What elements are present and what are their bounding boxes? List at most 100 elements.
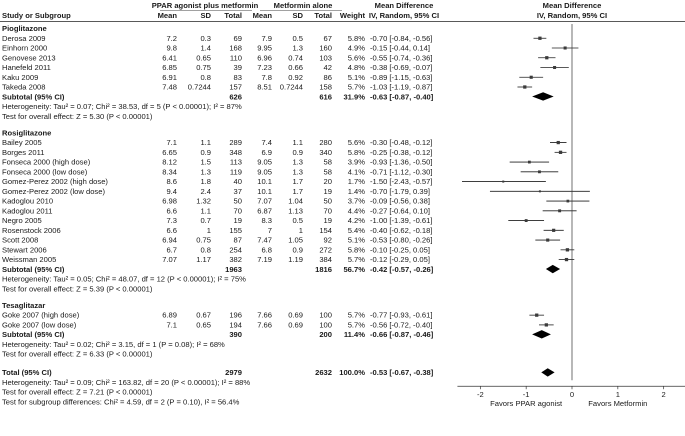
study-sd2: 0.5 xyxy=(292,34,303,43)
heterogeneity-text: Heterogeneity: Tau² = 0.05; Chi² = 48.07… xyxy=(2,275,246,284)
study-sd1: 0.3 xyxy=(200,34,211,43)
subtotal-diamond xyxy=(532,92,554,101)
study-md-ci: -1.00 [-1.39, -0.61] xyxy=(370,216,432,225)
study-weight: 5.8% xyxy=(348,245,366,254)
study-mean2: 7.9 xyxy=(261,34,272,43)
x-tick-label: 2 xyxy=(662,390,666,399)
study-sd2: 0.5 xyxy=(292,216,303,225)
study-md-ci: -0.40 [-0.62, -0.18] xyxy=(370,226,432,235)
study-total1: 289 xyxy=(229,138,242,147)
study-name: Gomez-Perez 2002 (high dose) xyxy=(2,177,108,186)
point-estimate-square xyxy=(538,170,541,174)
study-mean2: 7.66 xyxy=(257,311,272,320)
x-tick-label: 1 xyxy=(616,390,620,399)
study-mean2: 8.51 xyxy=(257,83,272,92)
point-estimate-square xyxy=(552,228,556,232)
study-sd1: 1.32 xyxy=(196,197,211,206)
total-diamond xyxy=(541,368,555,377)
study-md-ci: -0.53 [-0.80, -0.26] xyxy=(370,236,432,245)
study-md-ci: -0.70 [-0.84, -0.56] xyxy=(370,34,432,43)
study-weight: 4.1% xyxy=(348,167,366,176)
study-mean1: 8.12 xyxy=(162,158,177,167)
study-total1: 168 xyxy=(229,44,242,53)
study-total1: 157 xyxy=(229,83,242,92)
subtotal-label: Subtotal (95% CI) xyxy=(2,92,65,101)
study-weight: 1.7% xyxy=(348,177,366,186)
total-label: Total (95% CI) xyxy=(2,368,52,377)
study-sd1: 0.75 xyxy=(196,63,211,72)
study-sd2: 0.7244 xyxy=(280,83,303,92)
study-total2: 100 xyxy=(319,311,332,320)
study-mean2: 9.95 xyxy=(257,44,272,53)
study-sd1: 1.5 xyxy=(200,158,211,167)
study-mean2: 7.8 xyxy=(261,73,272,82)
study-total2: 280 xyxy=(319,138,332,147)
x-tick-label: 0 xyxy=(570,390,574,399)
subtotal-diamond xyxy=(545,264,561,274)
study-total1: 254 xyxy=(229,245,242,254)
study-total1: 83 xyxy=(234,73,242,82)
study-total2: 86 xyxy=(324,73,332,82)
point-estimate-square xyxy=(523,85,527,89)
study-mean1: 9.4 xyxy=(166,187,177,196)
study-sd1: 0.75 xyxy=(196,236,211,245)
study-total1: 194 xyxy=(229,320,242,329)
heterogeneity-text: Heterogeneity: Tau² = 0.07; Chi² = 38.53… xyxy=(2,102,242,111)
study-weight: 5.6% xyxy=(348,53,366,62)
study-mean2: 6.87 xyxy=(257,206,272,215)
x-tick-label: -2 xyxy=(477,390,484,399)
study-mean1: 9.8 xyxy=(166,44,177,53)
study-mean1: 6.6 xyxy=(166,206,177,215)
study-mean1: 6.6 xyxy=(166,226,177,235)
study-total1: 119 xyxy=(230,167,242,176)
study-total2: 384 xyxy=(319,255,332,264)
study-name: Kadoglou 2010 xyxy=(2,197,53,206)
subtotal-total1: 1963 xyxy=(225,265,242,274)
study-mean1: 7.07 xyxy=(162,255,177,264)
study-mean1: 7.2 xyxy=(166,34,177,43)
overall-effect-text: Test for overall effect: Z = 5.39 (P < 0… xyxy=(2,284,153,293)
study-mean1: 7.1 xyxy=(166,138,177,147)
study-total2: 20 xyxy=(324,177,332,186)
point-estimate-square xyxy=(553,65,557,70)
study-sd2: 0.69 xyxy=(288,311,303,320)
study-md-ci: -0.55 [-0.74, -0.36] xyxy=(370,53,432,62)
study-md-ci: -0.93 [-1.36, -0.50] xyxy=(370,158,432,167)
study-weight: 5.7% xyxy=(348,255,366,264)
study-sd2: 0.74 xyxy=(288,53,303,62)
study-mean1: 6.7 xyxy=(166,245,177,254)
study-sd2: 1.3 xyxy=(292,158,303,167)
subgroup-title: Pioglitazone xyxy=(2,24,47,33)
study-total2: 50 xyxy=(324,197,332,206)
study-total1: 50 xyxy=(234,197,242,206)
study-mean1: 8.6 xyxy=(166,177,177,186)
total2-column-header: Total xyxy=(314,11,332,20)
study-sd1: 0.8 xyxy=(200,245,211,254)
study-mean1: 6.94 xyxy=(162,236,177,245)
study-mean2: 7 xyxy=(268,226,272,235)
study-name: Hanefeld 2011 xyxy=(2,63,51,72)
subtotal-md-ci: -0.63 [-0.87, -0.40] xyxy=(370,92,434,101)
weight-column-header: Weight xyxy=(340,11,366,20)
study-md-ci: -0.71 [-1.12, -0.30] xyxy=(370,167,432,176)
study-mean1: 6.98 xyxy=(162,197,177,206)
study-weight: 5.7% xyxy=(348,320,366,329)
subtotal-total2: 616 xyxy=(319,92,332,101)
subgroup-title: Rosiglitazone xyxy=(2,128,51,137)
study-total1: 348 xyxy=(229,148,242,157)
study-weight: 5.7% xyxy=(348,83,366,92)
total-overall-effect-text: Test for overall effect: Z = 7.21 (P < 0… xyxy=(2,388,153,397)
subtotal-diamond xyxy=(532,330,551,339)
point-estimate-square xyxy=(564,257,569,262)
study-mean1: 6.89 xyxy=(162,311,177,320)
study-total1: 110 xyxy=(230,53,242,62)
point-estimate-square xyxy=(538,36,542,40)
study-sd2: 1 xyxy=(299,226,303,235)
point-estimate-square xyxy=(538,190,541,193)
point-estimate-square xyxy=(558,150,563,154)
study-weight: 3.7% xyxy=(348,197,366,206)
subtotal-weight: 31.9% xyxy=(343,92,365,101)
point-estimate-square xyxy=(529,75,533,79)
study-total2: 103 xyxy=(319,53,332,62)
point-estimate-square xyxy=(527,160,531,164)
